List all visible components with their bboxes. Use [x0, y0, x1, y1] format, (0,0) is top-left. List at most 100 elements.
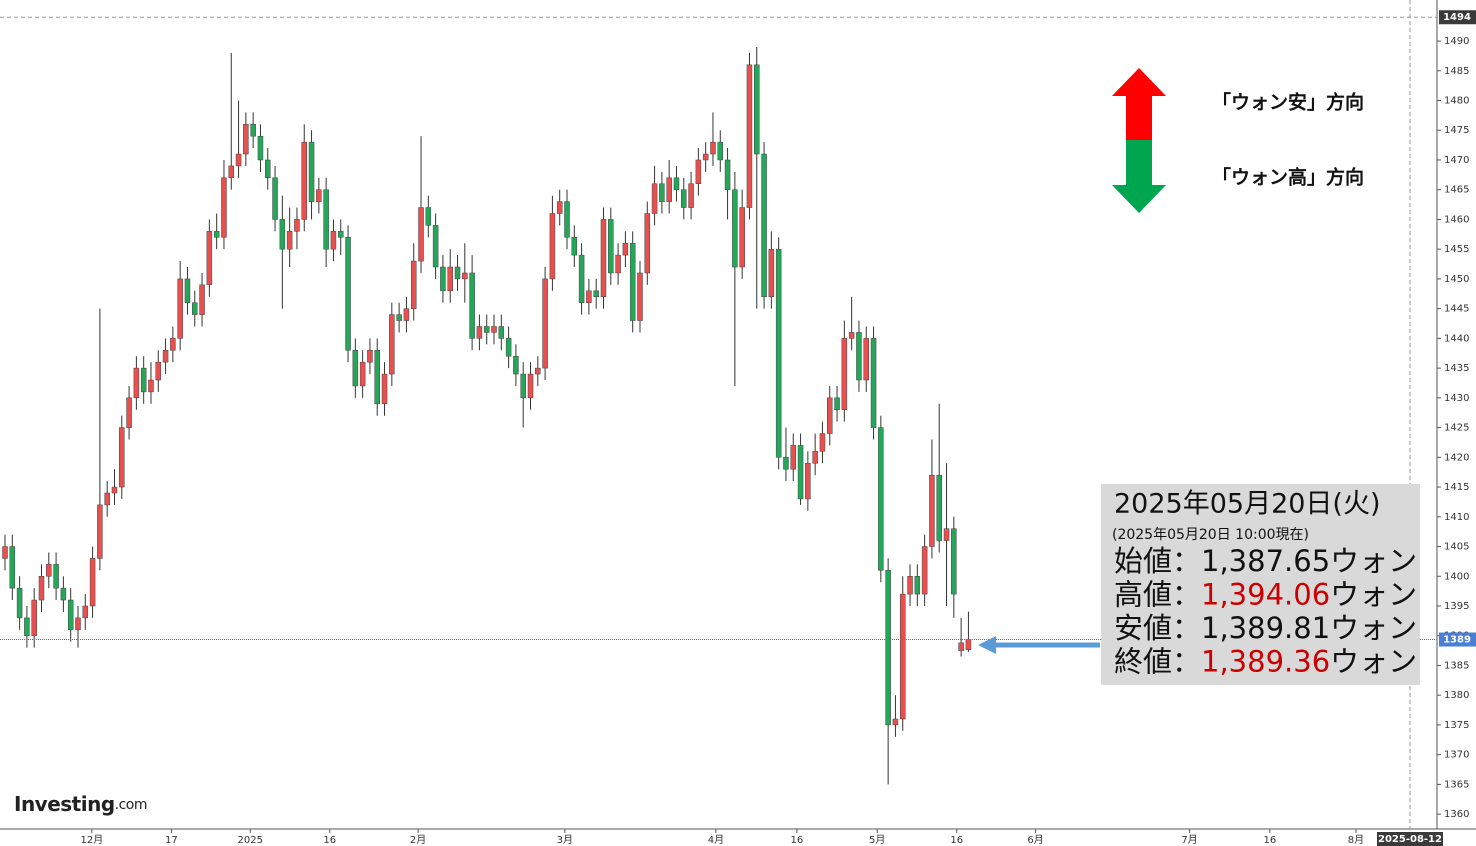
candle-body — [53, 564, 59, 589]
candle-body — [746, 64, 753, 208]
candle-body — [608, 219, 614, 274]
info-unit: ウォン — [1330, 544, 1417, 578]
candle-body — [593, 290, 599, 298]
candle-body — [754, 64, 760, 155]
candle-body — [761, 153, 767, 298]
candle-body — [250, 124, 256, 137]
candle-body — [389, 314, 395, 375]
candle-body — [899, 593, 906, 720]
candle-body — [943, 528, 950, 541]
pointer-head — [978, 636, 996, 654]
info-row: 終値：1,389.36ウォン — [1114, 645, 1417, 679]
candle-body — [637, 272, 643, 321]
candle-body — [206, 231, 213, 286]
x-tick-label: 16 — [1263, 835, 1276, 846]
candle-body — [294, 219, 300, 232]
candle-body — [739, 207, 745, 268]
candle-body — [396, 314, 402, 321]
candle-body — [462, 272, 468, 280]
candle-body — [177, 278, 183, 339]
candle-body — [279, 219, 286, 250]
candle-body — [717, 141, 724, 161]
candle-body — [819, 433, 826, 452]
candle-body — [418, 207, 424, 262]
y-tick-label: 1400 — [1444, 571, 1469, 582]
y-tick-label: 1395 — [1444, 601, 1469, 612]
y-tick-label: 1385 — [1444, 660, 1469, 671]
x-tick-label: 7月 — [1181, 834, 1197, 846]
candle-body — [367, 350, 373, 363]
candle-body — [673, 177, 680, 190]
candle-body — [483, 326, 490, 333]
candle-body — [67, 599, 74, 631]
candle-body — [710, 141, 716, 155]
candle-body — [235, 153, 242, 167]
candle-body — [31, 599, 37, 636]
candle-body — [535, 367, 541, 375]
candle-body — [586, 290, 592, 303]
info-value: 1,394.06 — [1201, 578, 1330, 612]
y-tick-label: 1375 — [1444, 720, 1469, 731]
x-tick-label: 3月 — [557, 834, 573, 846]
candle-body — [965, 639, 972, 650]
legend-down: 「ウォン高」方向 — [1212, 166, 1364, 189]
candle-body — [265, 159, 271, 179]
x-tick-label: 12月 — [80, 834, 103, 846]
y-tick-label: 1435 — [1444, 363, 1469, 374]
x-tick-label: 17 — [165, 835, 178, 846]
candle-body — [286, 231, 293, 250]
candle-body — [724, 159, 731, 190]
candle-body — [651, 183, 658, 214]
candle-body — [870, 338, 877, 428]
info-unit: ウォン — [1330, 611, 1417, 645]
candle-body — [133, 367, 140, 399]
candle-body — [162, 350, 169, 363]
candle-body — [75, 617, 81, 631]
candle-body — [702, 153, 709, 161]
y-tick-label: 1365 — [1444, 779, 1469, 790]
info-box — [1101, 484, 1420, 685]
candle-body — [16, 587, 23, 619]
y-tick-label: 1415 — [1444, 482, 1469, 493]
info-value: 1,387.65 — [1201, 544, 1330, 578]
candle-body — [170, 338, 176, 351]
candle-body — [958, 642, 964, 651]
info-as-of: (2025年05月20日 10:00現在) — [1112, 527, 1309, 543]
candle-body — [768, 248, 775, 298]
candle-body — [104, 492, 110, 506]
candle-body — [308, 141, 315, 202]
y-tick-label: 1425 — [1444, 423, 1469, 434]
candle-body — [805, 463, 811, 500]
y-tick-label: 1475 — [1444, 125, 1469, 136]
legend-up: 「ウォン安」方向 — [1212, 91, 1364, 114]
candle-body — [914, 576, 921, 595]
x-tick-label: 16 — [791, 835, 804, 846]
x-tick-label: 2025 — [238, 835, 263, 846]
x-tick-label: 5月 — [869, 834, 885, 846]
candle-body — [549, 213, 556, 280]
candle-body — [505, 338, 512, 357]
candle-body — [695, 159, 702, 185]
candle-body — [856, 332, 862, 381]
candle-body — [425, 207, 432, 226]
candle-body — [622, 242, 629, 256]
x-tick-label: 4月 — [708, 834, 724, 846]
up-arrow — [1112, 68, 1166, 140]
candle-body — [97, 504, 103, 559]
candle-body — [951, 528, 957, 595]
candle-body — [440, 266, 446, 292]
candle-body — [929, 474, 935, 547]
info-row: 安値：1,389.81ウォン — [1114, 611, 1417, 645]
info-row: 高値：1,394.06ウォン — [1114, 578, 1417, 612]
info-label: 安値： — [1114, 611, 1201, 645]
date-label-bg — [1376, 832, 1443, 846]
candle-body — [323, 189, 329, 250]
x-tick-label: 2月 — [410, 834, 426, 846]
candle-body — [352, 350, 359, 387]
candle-body — [2, 546, 8, 559]
candle-body — [907, 576, 913, 595]
candle-body — [732, 189, 738, 268]
logo-name: Investing — [14, 792, 115, 816]
y-tick-label: 1460 — [1444, 214, 1469, 225]
candle-body — [221, 177, 227, 238]
